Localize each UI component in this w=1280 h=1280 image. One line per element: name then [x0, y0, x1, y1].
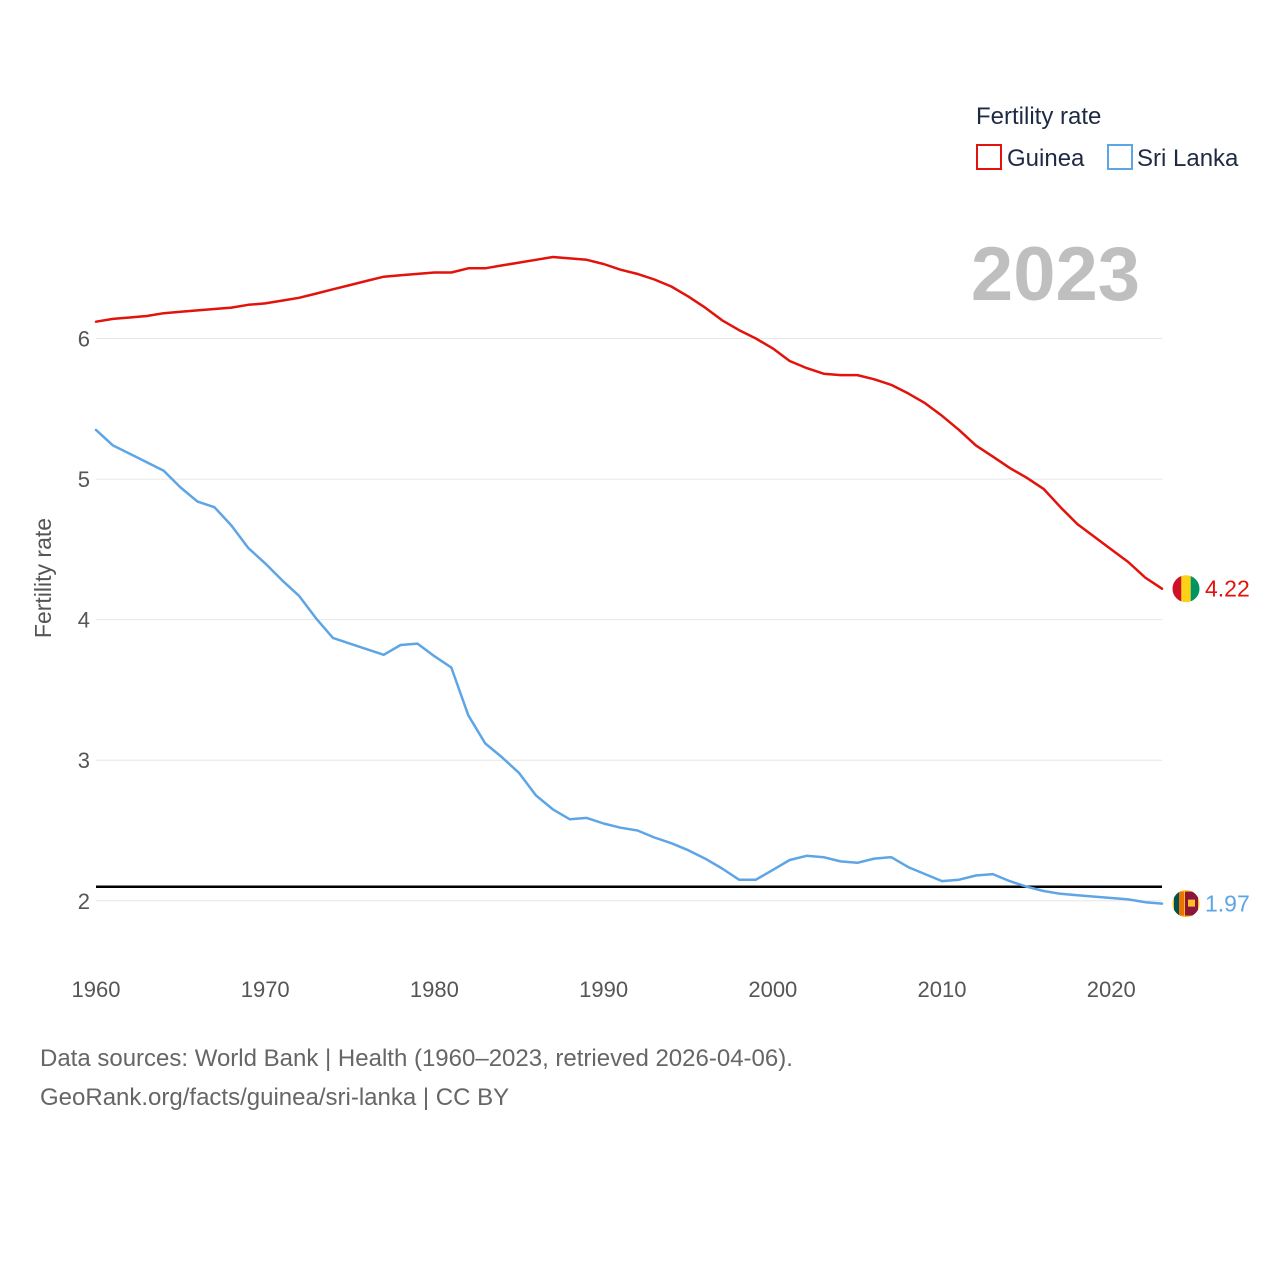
y-ticks: 2 3 4 5 6	[78, 327, 90, 914]
x-tick-label: 2000	[748, 977, 797, 1002]
y-axis-title: Fertility rate	[30, 518, 56, 638]
legend-swatch-sri-lanka[interactable]	[1107, 144, 1133, 170]
x-tick-label: 1960	[72, 977, 121, 1002]
grid	[96, 338, 1162, 902]
sri-lanka-flag-icon	[1171, 889, 1201, 919]
legend-label-guinea[interactable]: Guinea	[1007, 145, 1085, 172]
attribution-link[interactable]: GeoRank.org/facts/guinea/sri-lanka | CC …	[40, 1084, 510, 1111]
x-tick-label: 1980	[410, 977, 459, 1002]
series-line-sri-lanka[interactable]	[94, 428, 1164, 905]
x-ticks: 1960 1970 1980 1990 2000 2010 2020	[72, 977, 1136, 1002]
y-tick-label: 5	[78, 467, 90, 492]
legend-label-sri-lanka[interactable]: Sri Lanka	[1137, 145, 1239, 172]
y-tick-label: 2	[78, 889, 90, 914]
end-value-label-guinea: 4.22	[1205, 576, 1250, 602]
x-tick-label: 2010	[918, 977, 967, 1002]
year-label: 2023	[971, 232, 1140, 317]
y-tick-label: 3	[78, 748, 90, 773]
y-tick-label: 6	[78, 327, 90, 352]
series-lines	[94, 255, 1164, 905]
legend-title: Fertility rate	[976, 103, 1101, 130]
y-tick-label: 4	[78, 608, 90, 633]
x-tick-label: 2020	[1087, 977, 1136, 1002]
legend: Fertility rate Guinea Sri Lanka	[976, 103, 1239, 172]
series-line-guinea[interactable]	[94, 255, 1164, 590]
guinea-flag-icon	[1171, 574, 1201, 604]
legend-swatch-guinea[interactable]	[976, 144, 1002, 170]
x-tick-label: 1990	[579, 977, 628, 1002]
fertility-rate-chart: Fertility rate Guinea Sri Lanka 2023 Fer…	[30, 103, 1250, 1002]
data-sources-note: Data sources: World Bank | Health (1960–…	[40, 1045, 793, 1072]
end-value-label-sri-lanka: 1.97	[1205, 891, 1250, 917]
end-markers: 4.22 1.97	[1171, 574, 1250, 919]
x-tick-label: 1970	[241, 977, 290, 1002]
